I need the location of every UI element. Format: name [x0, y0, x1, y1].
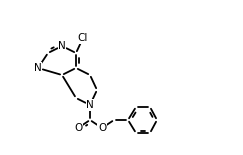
Text: O: O — [74, 123, 82, 133]
Text: Cl: Cl — [78, 33, 88, 43]
Text: O: O — [98, 123, 106, 133]
Text: N: N — [58, 41, 66, 51]
Text: N: N — [86, 100, 94, 110]
Text: O: O — [74, 123, 82, 133]
Text: N: N — [34, 63, 42, 73]
